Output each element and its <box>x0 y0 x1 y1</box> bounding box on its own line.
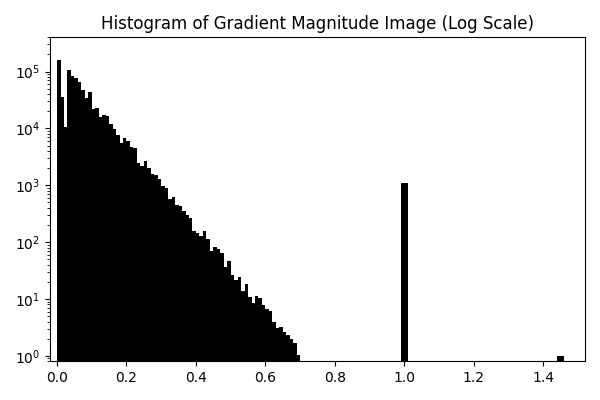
Bar <box>168 199 172 400</box>
Bar <box>401 183 404 400</box>
Bar <box>199 236 203 400</box>
Title: Histogram of Gradient Magnitude Image (Log Scale): Histogram of Gradient Magnitude Image (L… <box>101 15 534 33</box>
Bar <box>151 174 154 400</box>
Bar <box>259 298 262 400</box>
Bar <box>404 183 408 400</box>
Bar <box>248 297 251 400</box>
Bar <box>210 250 214 400</box>
Bar <box>119 143 123 400</box>
Bar <box>106 116 109 400</box>
Bar <box>82 90 85 400</box>
Bar <box>296 355 300 400</box>
Bar <box>148 168 151 400</box>
Bar <box>165 188 168 400</box>
Bar <box>57 60 61 400</box>
Bar <box>92 109 95 400</box>
Bar <box>61 97 64 400</box>
Bar <box>189 218 193 400</box>
Bar <box>272 322 276 400</box>
Bar <box>280 327 283 400</box>
Bar <box>290 339 293 400</box>
Bar <box>116 135 119 400</box>
Bar <box>102 115 106 400</box>
Bar <box>182 210 185 400</box>
Bar <box>224 267 227 400</box>
Bar <box>203 231 206 400</box>
Bar <box>158 179 161 400</box>
Bar <box>227 261 231 400</box>
Bar <box>67 70 71 400</box>
Bar <box>206 239 210 400</box>
Bar <box>220 253 224 400</box>
Bar <box>241 291 245 400</box>
Bar <box>127 142 130 400</box>
Bar <box>193 231 196 400</box>
Bar <box>172 197 175 400</box>
Bar <box>286 335 290 400</box>
Bar <box>560 356 564 400</box>
Bar <box>251 302 255 400</box>
Bar <box>133 148 137 400</box>
Bar <box>185 215 189 400</box>
Bar <box>283 332 286 400</box>
Bar <box>71 76 74 400</box>
Bar <box>88 92 92 400</box>
Bar <box>265 308 269 400</box>
Bar <box>130 148 133 400</box>
Bar <box>64 128 67 400</box>
Bar <box>557 356 560 400</box>
Bar <box>85 98 88 400</box>
Bar <box>123 138 127 400</box>
Bar <box>231 275 234 400</box>
Bar <box>214 247 217 400</box>
Bar <box>179 206 182 400</box>
Bar <box>255 296 259 400</box>
Bar <box>161 186 165 400</box>
Bar <box>113 129 116 400</box>
Bar <box>217 250 220 400</box>
Bar <box>276 328 280 400</box>
Bar <box>95 108 99 400</box>
Bar <box>137 163 140 400</box>
Bar <box>262 305 265 400</box>
Bar <box>196 233 199 400</box>
Bar <box>78 82 82 400</box>
Bar <box>109 124 113 400</box>
Bar <box>269 311 272 400</box>
Bar <box>99 117 102 400</box>
Bar <box>154 175 158 400</box>
Bar <box>74 78 78 400</box>
Bar <box>293 343 296 400</box>
Bar <box>234 280 238 400</box>
Bar <box>245 284 248 400</box>
Bar <box>140 166 144 400</box>
Bar <box>238 277 241 400</box>
Bar <box>144 161 148 400</box>
Bar <box>175 205 179 400</box>
